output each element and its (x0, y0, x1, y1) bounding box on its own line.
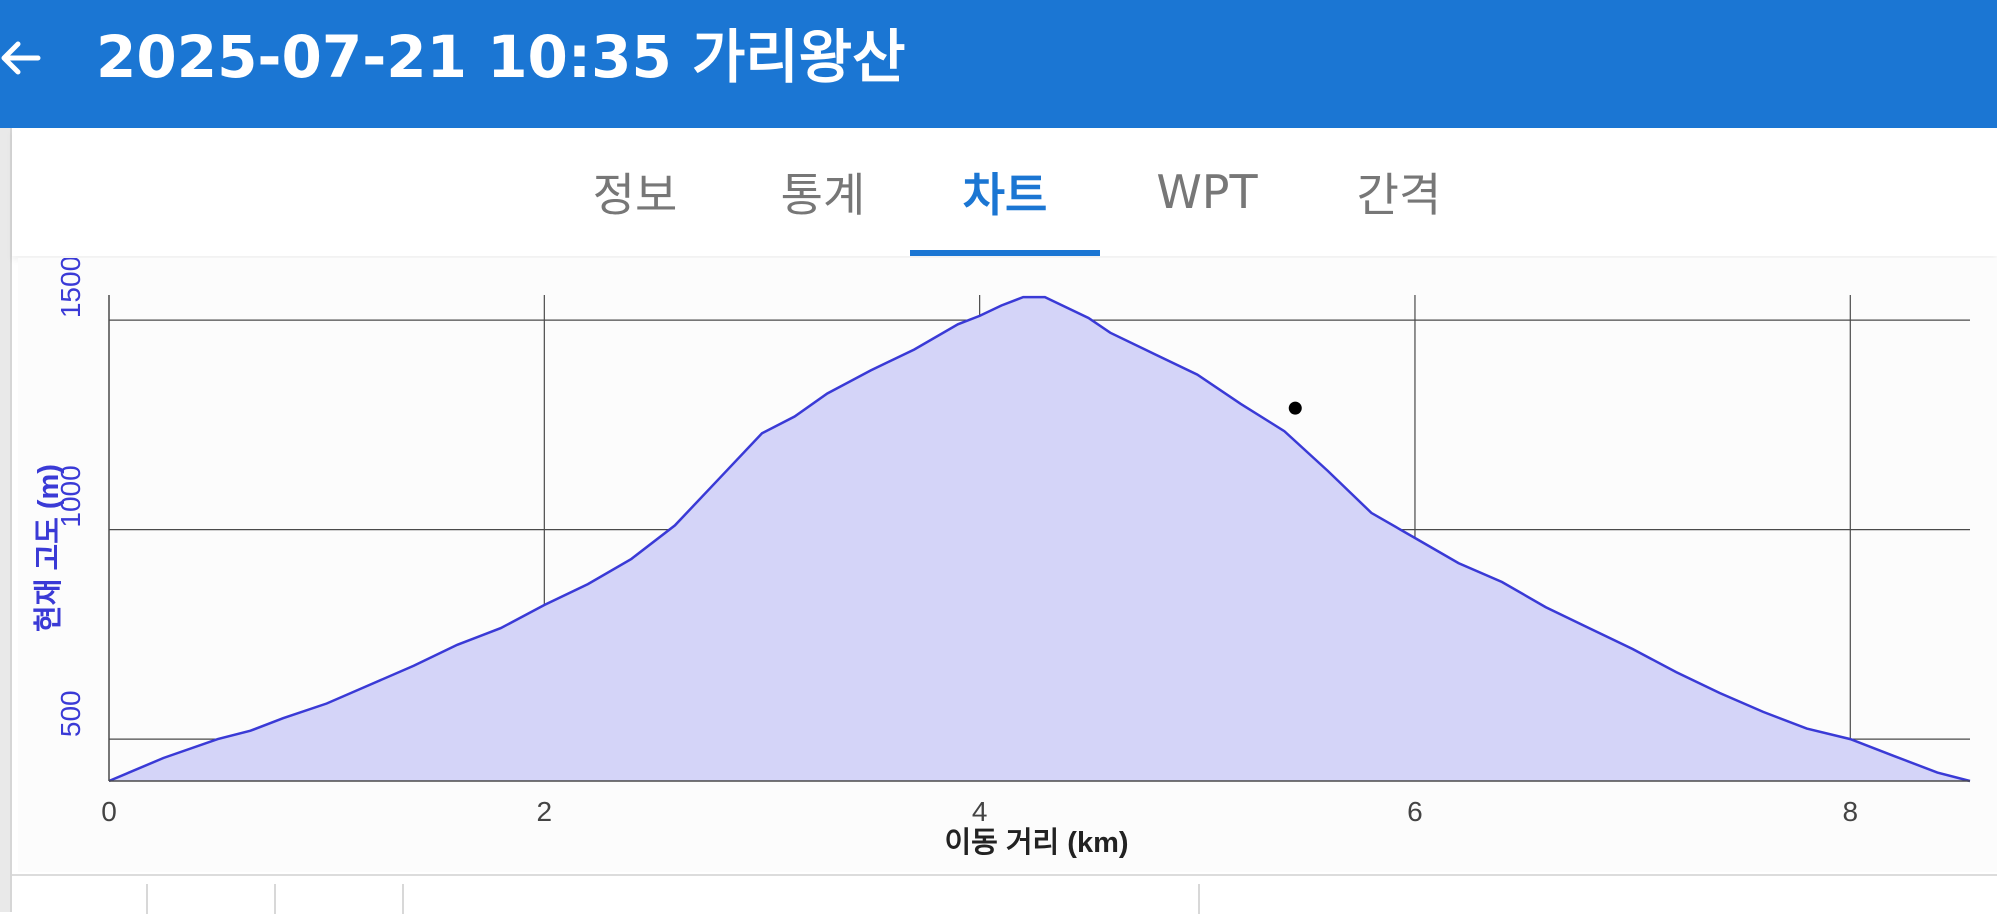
bottom-toolbar (12, 874, 1997, 914)
chart-panel: 0 2 4 6 8 500 1000 1500 이동 거리 (km) 현재 고도 (m) (18, 256, 1997, 872)
y-tick-label: 1500 (55, 258, 86, 318)
arrow-left-icon (1, 41, 41, 75)
x-tick-label: 2 (537, 796, 553, 827)
app-bar: 2025-07-21 10:35 가리왕산 (0, 0, 1997, 128)
elevation-line (108, 295, 1971, 783)
tab-chart[interactable]: 차트 (910, 128, 1100, 256)
y-tick-label: 1000 (55, 465, 86, 527)
tab-info[interactable]: 정보 (592, 168, 678, 222)
position-marker (1288, 401, 1302, 415)
tab-interval[interactable]: 간격 (1356, 168, 1442, 222)
tab-bar: 정보 통계 차트 WPT 간격 (12, 128, 1997, 256)
y-tick-label: 500 (55, 690, 86, 737)
x-tick-label: 0 (101, 796, 117, 827)
x-tick-label: 8 (1842, 796, 1858, 827)
x-tick-label: 6 (1407, 796, 1423, 827)
x-tick-label: 4 (972, 796, 988, 827)
y-axis-label: 현재 고도 (m) (32, 464, 65, 632)
x-axis-label: 이동 거리 (km) (944, 826, 1128, 859)
tab-stats[interactable]: 통계 (780, 168, 866, 222)
elevation-chart[interactable]: 0 2 4 6 8 500 1000 1500 이동 거리 (km) 현재 고도 (m) (18, 256, 1997, 872)
left-rail (0, 128, 12, 912)
elevation-area (109, 297, 1970, 781)
back-button[interactable] (0, 26, 44, 90)
page-title: 2025-07-21 10:35 가리왕산 (96, 23, 906, 91)
tab-wpt[interactable]: WPT (1156, 165, 1258, 219)
